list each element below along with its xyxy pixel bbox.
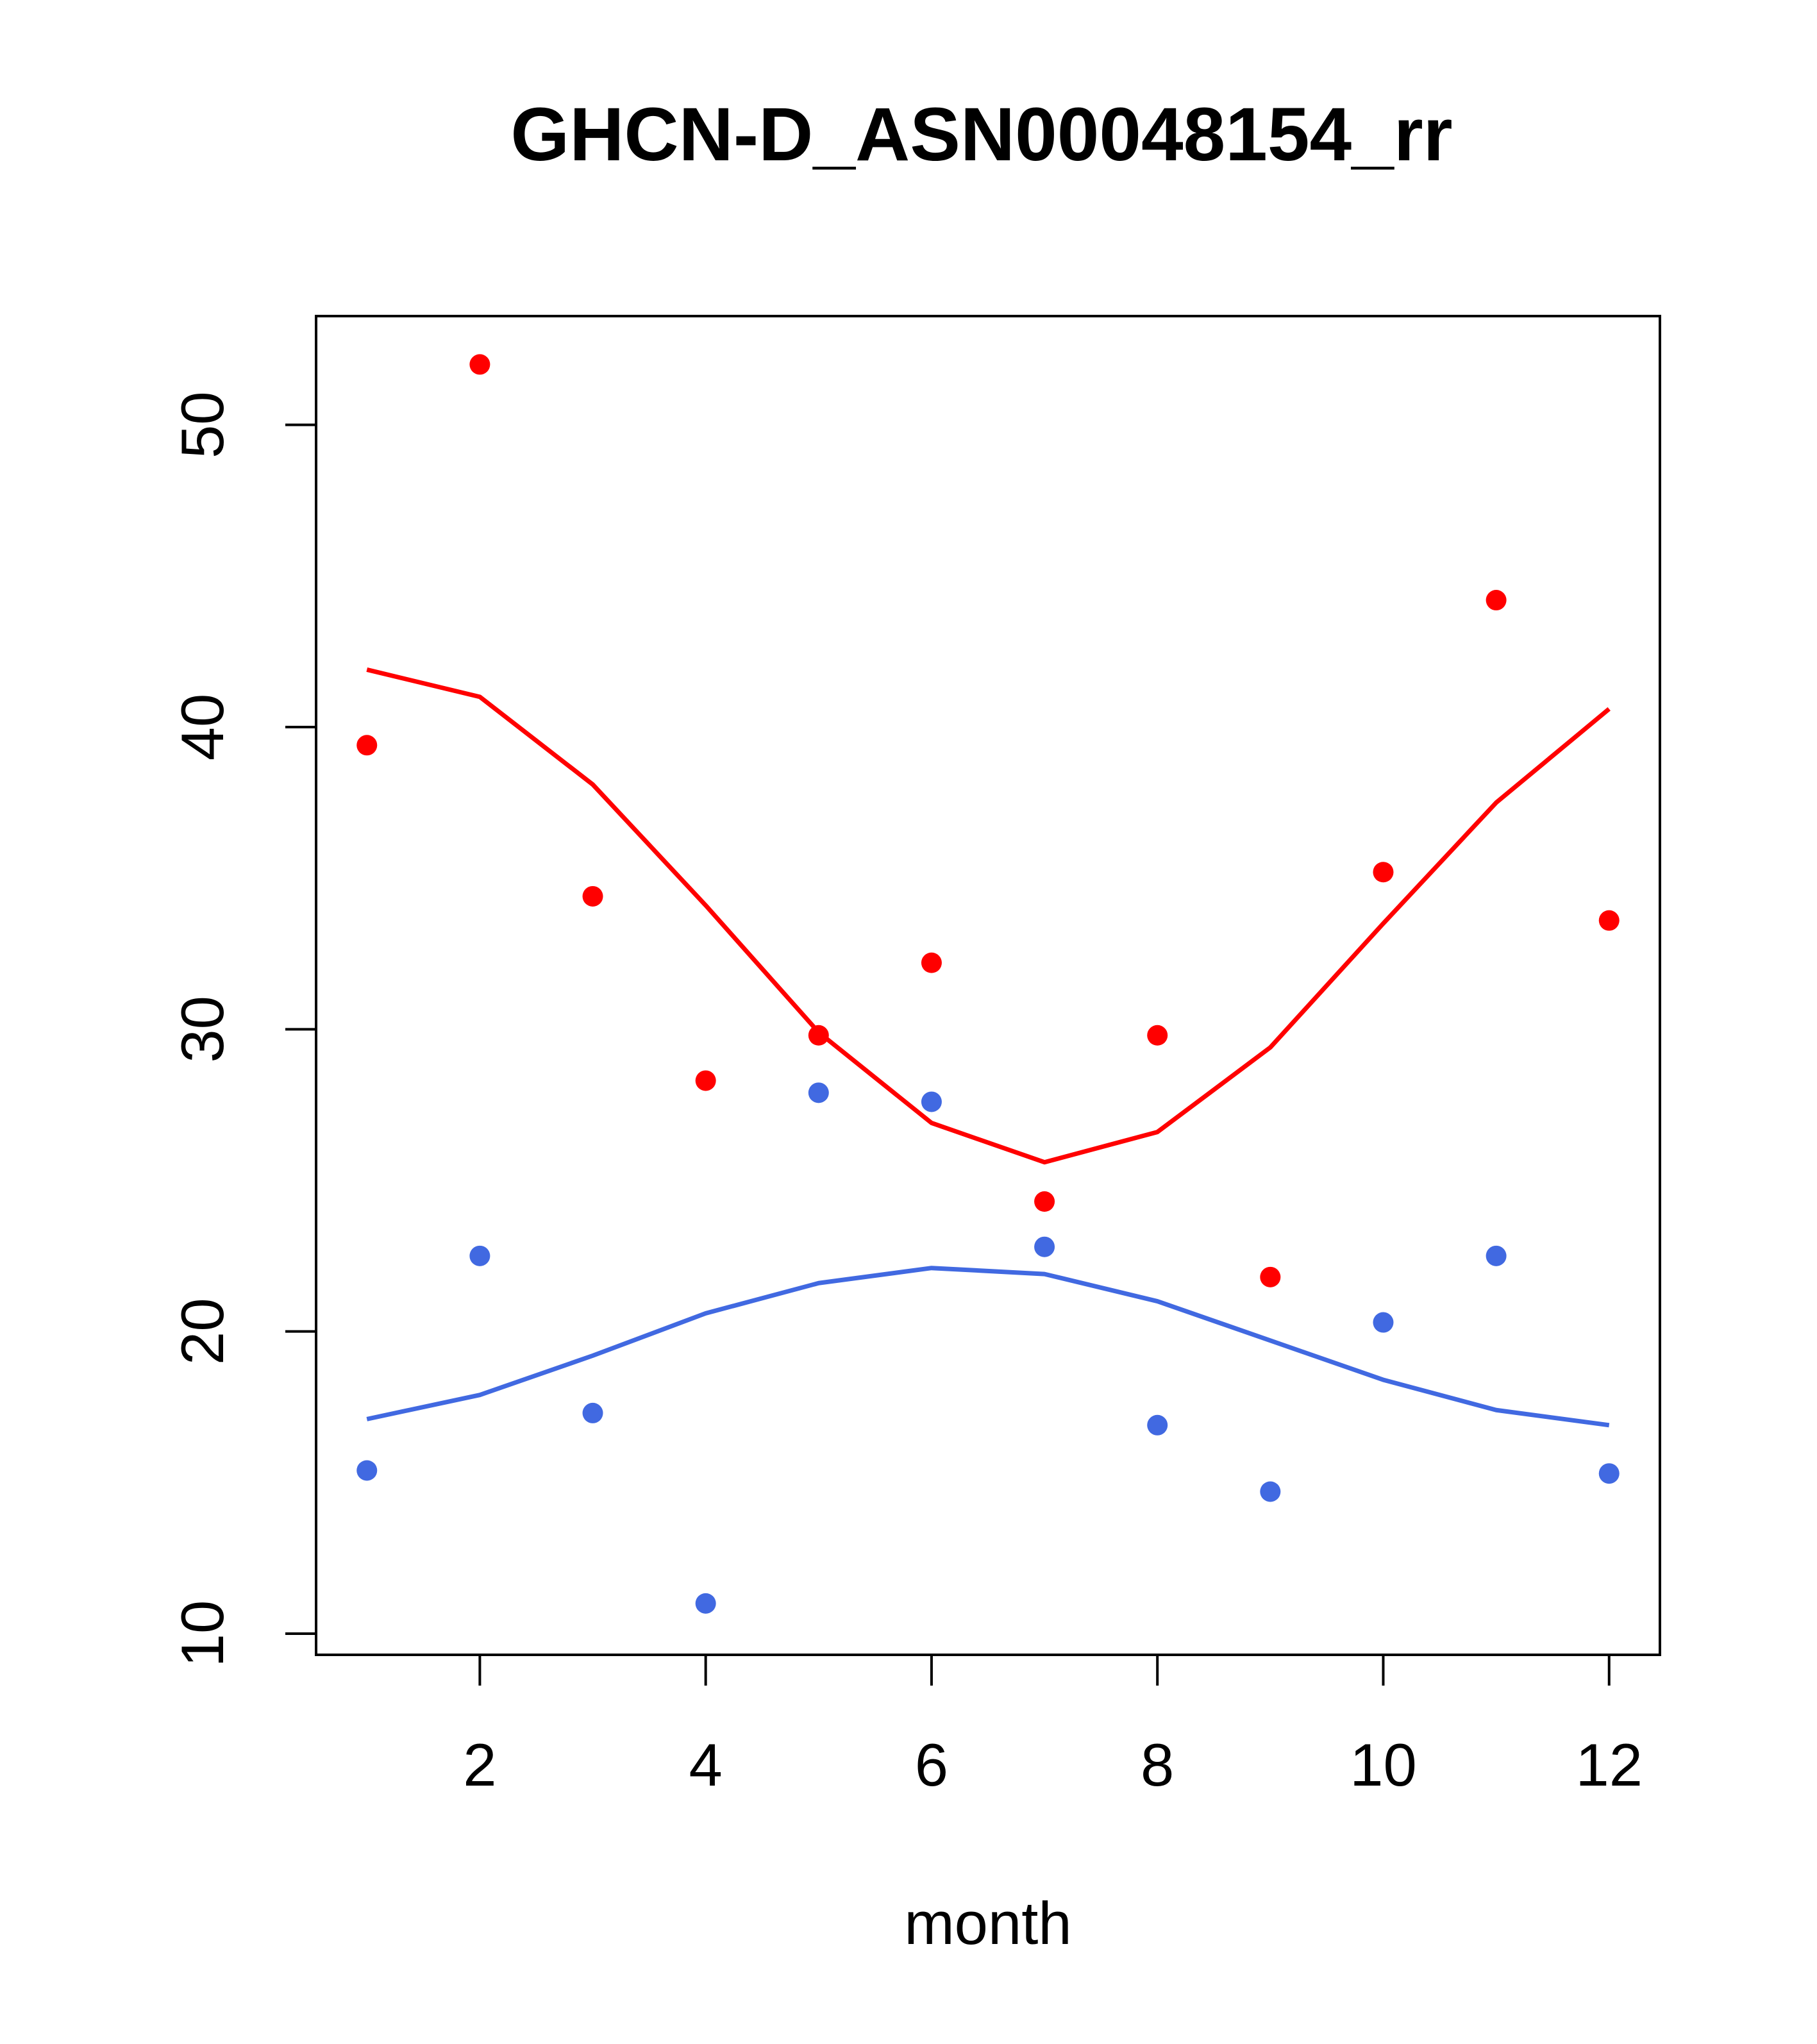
data-point bbox=[1486, 590, 1507, 611]
x-tick-label: 12 bbox=[1575, 1731, 1643, 1798]
data-point bbox=[695, 1070, 716, 1091]
data-point bbox=[469, 354, 490, 375]
data-point bbox=[582, 1402, 603, 1423]
data-point bbox=[1260, 1266, 1281, 1287]
data-point bbox=[1147, 1414, 1168, 1436]
y-axis: 10 20 30 40 50 bbox=[169, 391, 317, 1668]
data-point bbox=[1373, 862, 1394, 883]
data-point bbox=[1598, 1463, 1620, 1484]
data-point bbox=[1147, 1025, 1168, 1046]
plot-frame bbox=[315, 315, 1661, 1656]
data-point bbox=[808, 1082, 829, 1103]
chart-title: GHCN-D_ASN00048154_rr bbox=[510, 92, 1452, 177]
x-tick-label: 2 bbox=[463, 1731, 496, 1798]
x-axis: 2 4 6 8 10 12 bbox=[463, 1654, 1643, 1798]
data-point bbox=[1486, 1245, 1507, 1266]
y-tick-label: 10 bbox=[169, 1600, 236, 1668]
data-point bbox=[808, 1025, 829, 1046]
data-point bbox=[1034, 1191, 1055, 1212]
data-point bbox=[356, 735, 378, 756]
data-point bbox=[469, 1245, 490, 1266]
y-tick-label: 40 bbox=[169, 694, 236, 761]
y-tick-label: 50 bbox=[169, 391, 236, 458]
x-tick-label: 6 bbox=[915, 1731, 948, 1798]
data-point bbox=[582, 885, 603, 907]
x-tick-label: 8 bbox=[1141, 1731, 1174, 1798]
data-point bbox=[695, 1593, 716, 1614]
data-point bbox=[921, 1091, 942, 1112]
y-tick-label: 30 bbox=[169, 996, 236, 1063]
plot-area bbox=[356, 354, 1620, 1614]
data-point bbox=[1260, 1481, 1281, 1502]
data-point bbox=[1034, 1236, 1055, 1257]
data-point bbox=[921, 952, 942, 973]
x-tick-label: 10 bbox=[1350, 1731, 1417, 1798]
data-point bbox=[356, 1460, 378, 1481]
y-tick-label: 20 bbox=[169, 1298, 236, 1365]
series-line-1 bbox=[366, 667, 1611, 1165]
x-axis-label: month bbox=[904, 1889, 1071, 1957]
data-point bbox=[1598, 910, 1620, 931]
x-tick-label: 4 bbox=[689, 1731, 723, 1798]
series-line-3 bbox=[366, 1266, 1610, 1428]
data-point bbox=[1373, 1312, 1394, 1333]
